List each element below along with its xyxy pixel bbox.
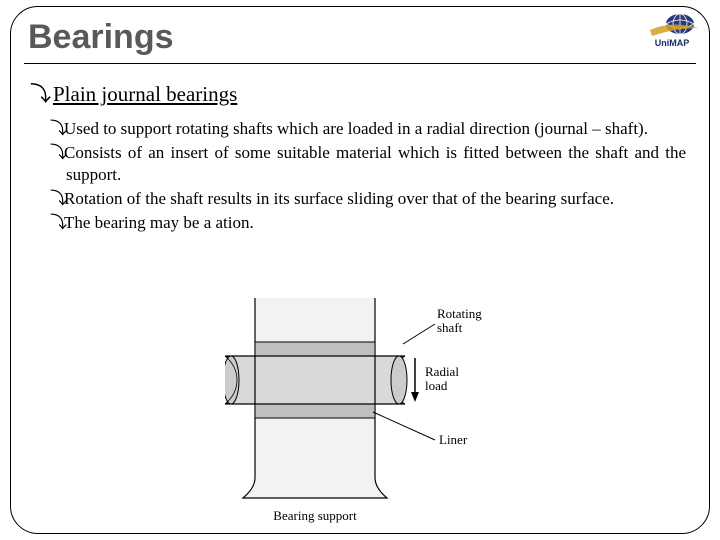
- slide-content: Bearings ⤵Plain journal bearings ⤵Used t…: [28, 18, 692, 236]
- bullet-text: Used to support rotating shafts which ar…: [64, 119, 648, 138]
- bullet-text: The bearing may be a ation.: [64, 213, 254, 232]
- bullet-text: Consists of an insert of some suitable m…: [64, 143, 686, 184]
- bearing-support-label: Bearing support: [273, 508, 357, 523]
- radial-load-label: Radialload: [425, 364, 459, 393]
- bullet-text: Rotation of the shaft results in its sur…: [64, 189, 614, 208]
- title-underline: [24, 63, 696, 64]
- liner-leader: [373, 412, 435, 440]
- bullet-icon: ⤵: [50, 188, 64, 210]
- rotating-shaft-label: Rotatingshaft: [437, 306, 482, 335]
- shaft-body: [225, 356, 405, 404]
- list-item: ⤵Used to support rotating shafts which a…: [50, 118, 686, 140]
- rotating-shaft-leader: [403, 324, 435, 344]
- liner-bottom: [255, 404, 375, 418]
- list-item: ⤵The bearing may be a ation.: [50, 212, 686, 234]
- bullet-list: ⤵Used to support rotating shafts which a…: [50, 118, 686, 234]
- bullet-icon: ⤵: [50, 212, 64, 234]
- heading-bullet-icon: ⤵: [30, 78, 51, 108]
- list-item: ⤵Rotation of the shaft results in its su…: [50, 188, 686, 210]
- bearing-diagram: Radialload Rotatingshaft Liner Bearing s…: [225, 288, 495, 528]
- slide-title: Bearings: [28, 18, 692, 57]
- section-heading: ⤵Plain journal bearings: [30, 78, 692, 108]
- shaft-right-end: [391, 356, 407, 404]
- liner-label: Liner: [439, 432, 468, 447]
- list-item: ⤵Consists of an insert of some suitable …: [50, 142, 686, 186]
- bullet-icon: ⤵: [50, 118, 64, 140]
- liner-top: [255, 342, 375, 356]
- bullet-icon: ⤵: [50, 142, 64, 164]
- heading-text: Plain journal bearings: [53, 82, 237, 106]
